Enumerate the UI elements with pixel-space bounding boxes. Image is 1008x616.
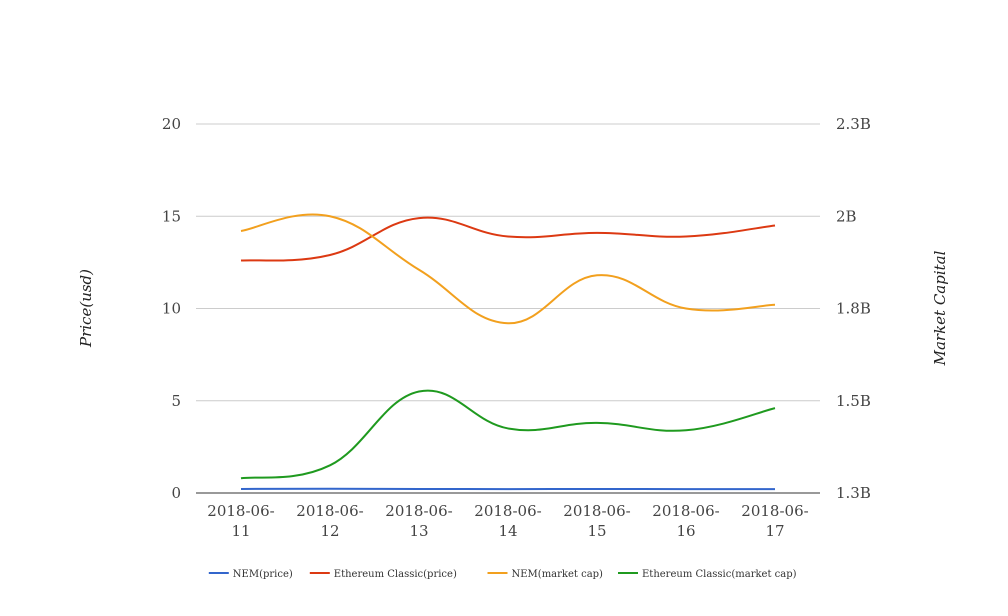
y-right-tick-label: 1.3B [836, 484, 871, 502]
y-left-tick-label: 5 [171, 392, 181, 410]
x-tick-label: 2018-06-11 [207, 502, 274, 540]
legend-label: Ethereum Classic(price) [334, 569, 457, 580]
legend: NEM(price) Ethereum Classic(price) NEM(mar… [208, 569, 797, 580]
x-tick-label: 2018-06-14 [474, 502, 541, 540]
series-layer [240, 213, 776, 491]
y-right-tick-label: 1.5B [836, 392, 871, 410]
y-left-tick-label: 10 [162, 300, 181, 318]
y-left-tick-label: 20 [162, 115, 181, 133]
y-left-tick-label: 15 [162, 207, 181, 225]
grid-layer [196, 123, 820, 494]
y-right-tick-label: 1.8B [836, 300, 871, 318]
y-axis-left-title: Price(usd) [77, 269, 95, 348]
x-tick-label: 2018-06-12 [296, 502, 363, 540]
legend-item[interactable]: NEM(market cap) [487, 569, 604, 580]
y-left-tick-label: 0 [171, 484, 181, 502]
legend-label: NEM(market cap) [512, 569, 604, 580]
x-tick-label: 2018-06-17 [741, 502, 808, 540]
x-tick-label: 2018-06-15 [563, 502, 630, 540]
x-tick-label: 2018-06-13 [385, 502, 452, 540]
series-line-3[interactable] [240, 213, 776, 325]
legend-item[interactable]: NEM(price) [208, 569, 293, 580]
legend-label: NEM(price) [233, 569, 293, 580]
y-axis-right-title: Market Capital [931, 250, 949, 366]
x-tick-label: 2018-06-16 [652, 502, 719, 540]
legend-item[interactable]: Ethereum Classic(market cap) [618, 569, 797, 580]
series-line-2[interactable] [240, 216, 776, 262]
series-line-4[interactable] [240, 389, 776, 480]
axis-layer: 0 1.3B 5 1.5B 10 1.8B 15 2B 20 2.3B 2018-06-11 2018… [162, 115, 871, 540]
y-right-tick-label: 2.3B [836, 115, 871, 133]
legend-item[interactable]: Ethereum Classic(price) [309, 569, 457, 580]
legend-label: Ethereum Classic(market cap) [642, 569, 797, 580]
y-right-tick-label: 2B [836, 207, 857, 225]
